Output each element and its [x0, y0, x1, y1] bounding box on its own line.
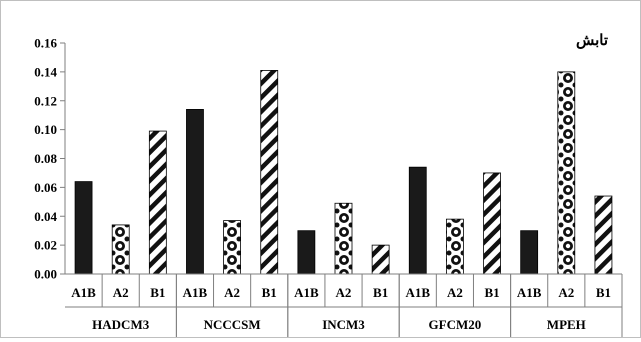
category-label: A1B	[405, 285, 430, 300]
group-label: NCCCSM	[204, 317, 261, 332]
category-label: A2	[224, 285, 240, 300]
bar	[594, 195, 613, 275]
group-label: INCM3	[322, 317, 365, 332]
category-label: B1	[596, 285, 611, 300]
group-label: HADCM3	[92, 317, 150, 332]
category-label: A2	[336, 285, 352, 300]
category-label: B1	[373, 285, 388, 300]
category-label: B1	[150, 285, 165, 300]
y-axis: 0.00 0.02 0.04 0.06 0.08 0.10 0.12 0.14 0.16	[34, 36, 66, 282]
bar	[408, 166, 427, 275]
category-label: A1B	[517, 285, 542, 300]
bar	[557, 71, 576, 275]
y-tick-label: 0.08	[34, 151, 57, 166]
y-tick-label: 0.12	[34, 93, 57, 108]
x-axis: HADCM3 A1B A2 B1 NCCCSM A1B A2 B1 INCM3 A1B A2 B1 GF…	[65, 273, 623, 337]
category-label: A2	[447, 285, 463, 300]
category-label: A2	[113, 285, 129, 300]
category-label: B1	[262, 285, 277, 300]
bar	[260, 70, 279, 275]
group-label: GFCM20	[429, 317, 482, 332]
y-tick-label: 0.06	[34, 180, 57, 195]
bar	[74, 181, 93, 275]
y-tick-label: 0.02	[34, 238, 57, 253]
category-label: A1B	[183, 285, 208, 300]
bar	[297, 230, 316, 275]
y-tick-label: 0.14	[34, 64, 57, 79]
bar-chart: تابش 0.00 0.02 0.04 0.06 0.08 0.10 0.12 0.14 0.1…	[34, 33, 623, 337]
bar	[148, 130, 167, 275]
y-tick-label: 0.04	[34, 209, 57, 224]
bars	[74, 70, 613, 275]
group-label: MPEH	[547, 317, 586, 332]
bar	[520, 230, 539, 275]
bar	[371, 244, 390, 275]
category-label: A2	[558, 285, 574, 300]
bar	[223, 220, 242, 275]
bar	[483, 172, 501, 275]
bar	[111, 224, 130, 275]
category-label: B1	[484, 285, 499, 300]
bar	[186, 109, 204, 275]
chart-title: تابش	[576, 33, 608, 49]
bar	[334, 202, 353, 275]
y-tick-label: 0.16	[34, 36, 57, 51]
y-tick-label: 0.10	[34, 122, 57, 137]
y-tick-label: 0.00	[34, 267, 57, 282]
category-label: A1B	[71, 285, 96, 300]
category-label: A1B	[294, 285, 319, 300]
bar	[445, 218, 464, 275]
